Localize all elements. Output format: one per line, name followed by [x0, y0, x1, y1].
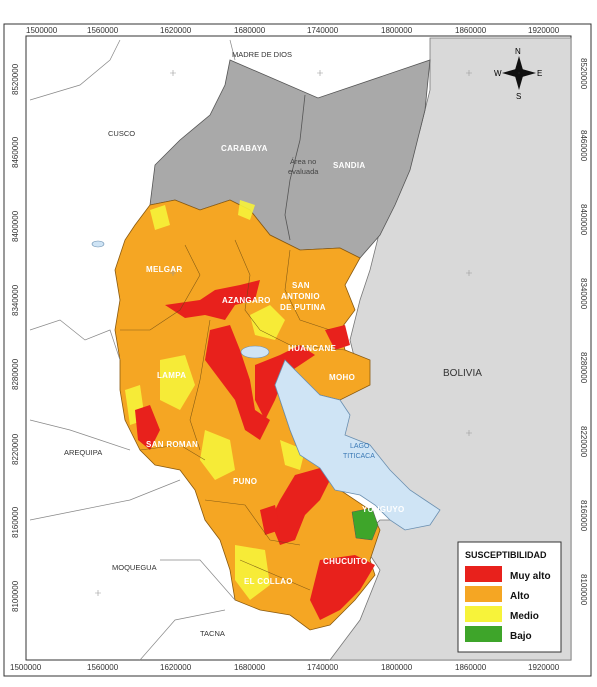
label-azangaro: AZANGARO: [222, 296, 271, 305]
legend-swatch-bajo: [465, 626, 502, 642]
x-tick-top: 1680000: [234, 26, 266, 35]
label-cusco: CUSCO: [108, 129, 135, 138]
label-huancane: HUANCANE: [288, 344, 337, 353]
x-tick-top: 1920000: [528, 26, 560, 35]
y-tick-left: 8220000: [11, 433, 20, 465]
bajo-zone: [351, 507, 379, 541]
x-tick-bottom: 1500000: [10, 663, 42, 672]
province-borders: [120, 239, 346, 591]
x-tick-top: 1860000: [455, 26, 487, 35]
label-melgar: MELGAR: [146, 265, 182, 274]
y-tick-left: 8460000: [11, 136, 20, 168]
x-tick-top: 1800000: [381, 26, 413, 35]
y-tick-right: 8280000: [579, 352, 588, 384]
west-label: W: [494, 69, 502, 78]
north-label: N: [515, 47, 521, 56]
x-tick-top: 1740000: [307, 26, 339, 35]
x-tick-bottom: 1680000: [234, 663, 266, 672]
lake-bay: [240, 345, 270, 359]
y-tick-right: 8100000: [579, 574, 588, 606]
label-lampa: LAMPA: [157, 371, 186, 380]
small-lake: [91, 240, 105, 248]
label-madre-de-dios: MADRE DE DIOS: [232, 50, 292, 59]
y-tick-left: 8100000: [11, 580, 20, 612]
y-tick-right: 8520000: [579, 58, 588, 90]
y-tick-left: 8340000: [11, 284, 20, 316]
legend-label-alto: Alto: [510, 591, 529, 602]
y-tick-right: 8160000: [579, 500, 588, 532]
y-tick-left: 8160000: [11, 506, 20, 538]
label-yunguyo: YUNGUYO: [362, 505, 405, 514]
y-tick-right: 8400000: [579, 204, 588, 236]
x-tick-bottom: 1740000: [307, 663, 339, 672]
y-tick-left: 8280000: [11, 358, 20, 390]
label-san-antonio-3: DE PUTINA: [280, 303, 326, 312]
x-tick-top: 1500000: [26, 26, 58, 35]
carabaya-sandia-border: [284, 94, 306, 241]
legend-label-muy-alto: Muy alto: [510, 571, 551, 582]
label-titicaca: TITICACA: [343, 453, 375, 460]
south-label: S: [516, 92, 521, 101]
label-carabaya: CARABAYA: [221, 144, 268, 153]
y-tick-right: 8220000: [579, 426, 588, 458]
label-arequipa: AREQUIPA: [64, 448, 102, 457]
label-san-roman: SAN ROMAN: [146, 440, 198, 449]
label-lago: LAGO: [350, 443, 370, 450]
regional-boundaries: [29, 39, 236, 661]
legend-title: SUSCEPTIBILIDAD: [465, 550, 547, 560]
label-area-no-evaluada-1: Área no: [290, 157, 316, 166]
label-chucuito: CHUCUITO: [323, 557, 367, 566]
y-tick-left: 8400000: [11, 210, 20, 242]
legend-swatch-muy-alto: [465, 566, 502, 582]
label-puno: PUNO: [233, 477, 257, 486]
y-tick-right: 8460000: [579, 130, 588, 162]
legend-label-medio: Medio: [510, 611, 539, 622]
x-tick-bottom: 1860000: [455, 663, 487, 672]
legend-swatch-alto: [465, 586, 502, 602]
label-sandia: SANDIA: [333, 161, 365, 170]
east-label: E: [537, 69, 542, 78]
muy-alto-zones: [135, 280, 375, 620]
legend-swatch-medio: [465, 606, 502, 622]
x-tick-bottom: 1920000: [528, 663, 560, 672]
label-tacna: TACNA: [200, 629, 225, 638]
x-tick-bottom: 1560000: [87, 663, 119, 672]
x-tick-top: 1620000: [160, 26, 192, 35]
y-tick-left: 8520000: [11, 63, 20, 95]
legend: SUSCEPTIBILIDAD Muy alto Alto Medio Bajo: [457, 541, 562, 653]
y-tick-right: 8340000: [579, 278, 588, 310]
label-san-antonio-2: ANTONIO: [281, 292, 320, 301]
legend-label-bajo: Bajo: [510, 631, 532, 642]
x-tick-top: 1560000: [87, 26, 119, 35]
label-moho: MOHO: [329, 373, 355, 382]
label-san-antonio-1: SAN: [292, 281, 310, 290]
label-el-collao: EL COLLAO: [244, 577, 293, 586]
x-tick-bottom: 1800000: [381, 663, 413, 672]
label-moquegua: MOQUEGUA: [112, 563, 157, 572]
label-area-no-evaluada-2: evaluada: [288, 167, 319, 176]
label-bolivia: BOLIVIA: [443, 368, 482, 379]
lake-titicaca: [274, 359, 441, 531]
x-tick-bottom: 1620000: [160, 663, 192, 672]
north-arrow-icon: N S E W: [494, 47, 542, 101]
